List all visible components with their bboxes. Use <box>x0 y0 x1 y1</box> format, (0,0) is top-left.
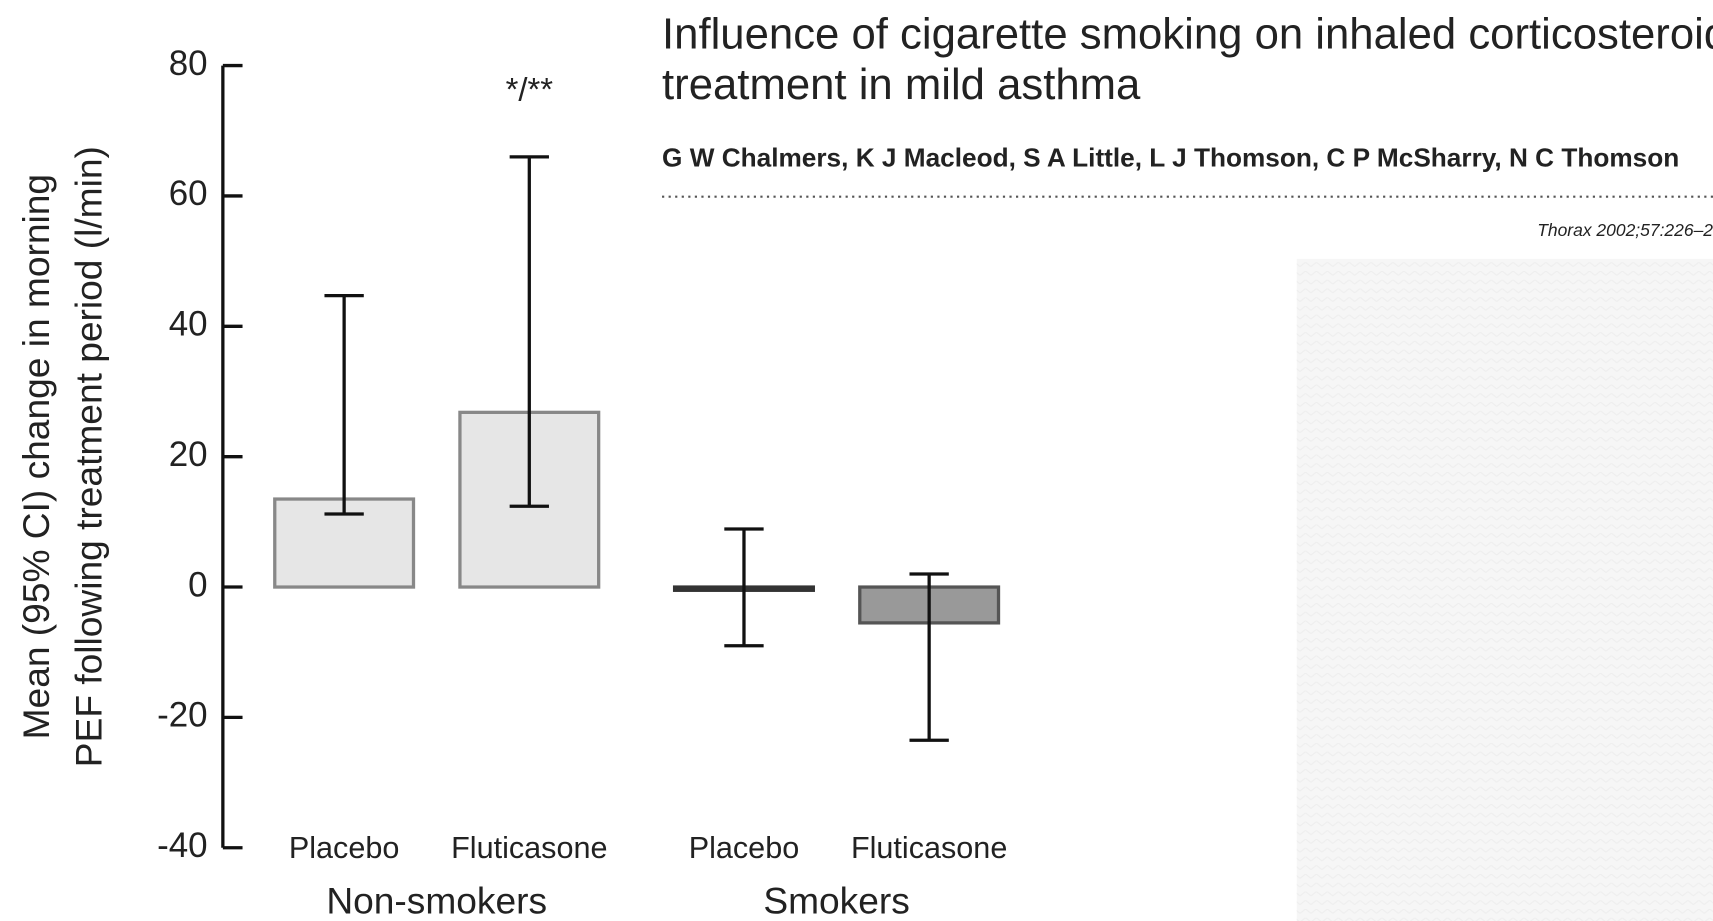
background-pattern <box>1296 258 1713 921</box>
y-tick-label: -20 <box>157 696 208 735</box>
title-line: treatment in mild asthma <box>662 60 1141 109</box>
x-tick-label: Placebo <box>689 831 800 865</box>
y-tick-label: 0 <box>188 565 207 604</box>
group-label: Smokers <box>763 879 909 921</box>
x-tick-label: Placebo <box>289 831 400 865</box>
y-axis-label: Mean (95% CI) change in morning <box>15 174 57 739</box>
x-tick-label: Fluticasone <box>851 831 1007 865</box>
y-tick-label: -40 <box>157 826 208 865</box>
title-line: Influence of cigarette smoking on inhale… <box>662 10 1713 59</box>
y-tick-label: 60 <box>169 174 208 213</box>
y-tick-label: 40 <box>169 305 208 344</box>
annotation: */** <box>506 70 554 107</box>
x-tick-label: Fluticasone <box>451 831 607 865</box>
authors: G W Chalmers, K J Macleod, S A Little, L… <box>662 142 1679 172</box>
y-tick-label: 80 <box>169 44 208 83</box>
citation: Thorax 2002;57:226–2 <box>1537 220 1713 240</box>
group-label: Non-smokers <box>326 879 547 921</box>
y-axis-label: PEF following treatment period (l/min) <box>68 146 110 767</box>
y-tick-label: 20 <box>169 435 208 474</box>
